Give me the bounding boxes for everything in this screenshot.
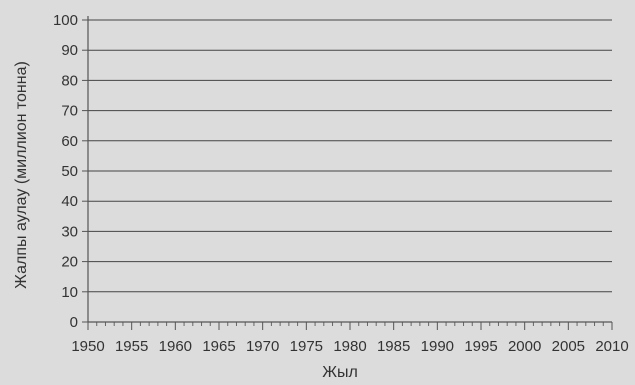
x-tick-label: 1955 xyxy=(115,338,148,355)
y-axis: 0 10 20 30 40 50 60 70 80 90 100 xyxy=(53,12,88,331)
x-tick-label: 2000 xyxy=(508,338,541,355)
x-tick-label: 1960 xyxy=(159,338,192,355)
x-tick-label: 1980 xyxy=(333,338,366,355)
y-tick-label: 20 xyxy=(61,254,78,271)
x-tick-label: 1950 xyxy=(71,338,104,355)
y-tick-label: 10 xyxy=(61,284,78,301)
y-tick-label: 50 xyxy=(61,163,78,180)
x-axis-title: Жыл xyxy=(322,364,358,381)
x-axis: 1950 1955 1960 1965 1970 1975 1980 1985 1990 1995… xyxy=(71,322,629,355)
x-tick-label: 2010 xyxy=(595,338,628,355)
y-tick-label: 40 xyxy=(61,193,78,210)
y-tick-label: 60 xyxy=(61,133,78,150)
grid xyxy=(88,19,612,293)
y-tick-label: 80 xyxy=(61,72,78,89)
x-tick-label: 1995 xyxy=(464,338,497,355)
y-tick-label: 0 xyxy=(70,314,78,331)
x-tick-label: 2005 xyxy=(552,338,585,355)
y-tick-label: 90 xyxy=(61,42,78,59)
x-tick-label: 1985 xyxy=(377,338,410,355)
y-tick-label: 30 xyxy=(61,223,78,240)
y-tick-label: 70 xyxy=(61,103,78,120)
x-tick-label: 1990 xyxy=(421,338,454,355)
y-axis-title: Жалпы аулау (миллион тонна) xyxy=(13,61,30,289)
x-tick-label: 1975 xyxy=(290,338,323,355)
x-tick-label: 1970 xyxy=(246,338,279,355)
y-tick-label: 100 xyxy=(53,12,78,29)
x-tick-label: 1965 xyxy=(202,338,235,355)
